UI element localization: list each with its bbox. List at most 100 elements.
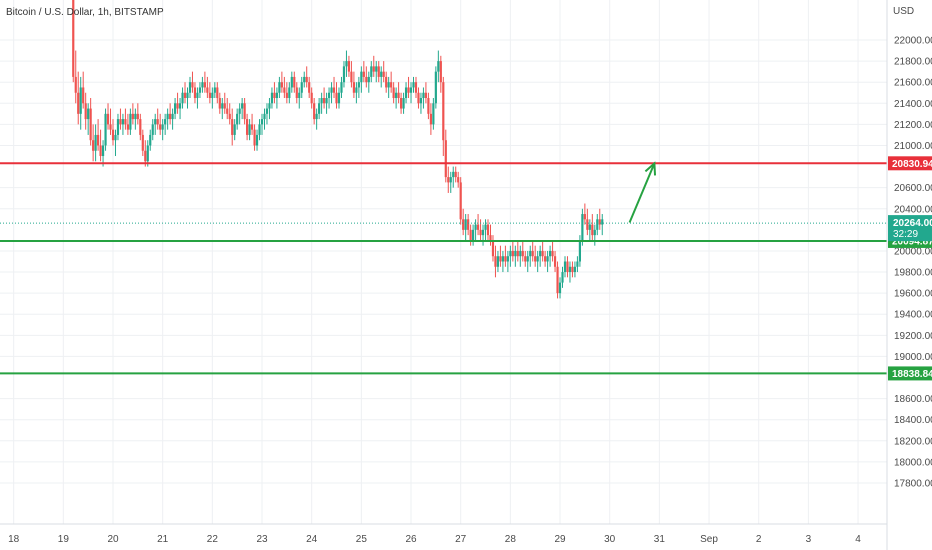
candle-body: [355, 87, 358, 93]
candle: [457, 171, 460, 188]
candle: [342, 61, 346, 88]
y-tick-label: 18600.00: [894, 394, 932, 405]
candle-body: [489, 235, 492, 241]
currency-label: USD: [893, 6, 914, 17]
candle: [509, 245, 512, 267]
arrow-head: [644, 161, 657, 176]
candle-body: [74, 76, 77, 93]
candle-body: [144, 150, 147, 162]
candle: [171, 108, 174, 130]
candle: [283, 76, 286, 99]
candle-body: [193, 87, 197, 99]
x-tick-label: 4: [855, 534, 861, 545]
candle-body: [327, 92, 331, 99]
candle-body: [506, 256, 509, 262]
candle: [77, 71, 80, 125]
candle: [422, 87, 425, 109]
candle-body: [241, 103, 244, 109]
projection-arrow: [628, 161, 657, 223]
candle: [432, 98, 435, 130]
candle-body: [255, 134, 259, 146]
candle-body: [352, 82, 355, 93]
candle-body: [548, 250, 552, 257]
x-tick-label: 29: [554, 534, 566, 545]
candle-body: [422, 92, 425, 99]
candle-body: [176, 103, 179, 109]
candle-body: [365, 76, 368, 83]
candle: [452, 166, 455, 188]
candle-body: [521, 250, 524, 257]
candle: [469, 224, 472, 246]
candle-body: [178, 103, 182, 109]
y-tick-label: 18200.00: [894, 436, 932, 447]
candle-body: [571, 266, 574, 273]
candle: [397, 82, 400, 104]
candle: [221, 98, 224, 120]
candle: [313, 98, 316, 125]
candle-body: [598, 219, 601, 225]
candle-body: [320, 98, 323, 104]
candle: [144, 140, 147, 167]
candle: [467, 214, 470, 236]
candle-body: [116, 119, 120, 135]
candle-body: [250, 124, 254, 130]
candle-body: [275, 92, 279, 99]
candle-body: [551, 250, 554, 257]
candle-body: [246, 119, 249, 135]
candle: [414, 76, 418, 99]
candle-body: [387, 82, 390, 88]
candle-body: [531, 250, 534, 257]
candle: [526, 250, 529, 273]
candle-body: [357, 82, 360, 88]
candle-body: [362, 71, 365, 77]
candle: [539, 245, 542, 267]
candle-body: [114, 134, 117, 141]
candle: [362, 61, 365, 83]
price-axis[interactable]: 17800.00 18000.00 18200.00 18400.00 18600.00…: [894, 36, 932, 490]
candle: [427, 92, 430, 120]
candle-body: [481, 229, 485, 236]
candle-body: [164, 119, 167, 125]
candle: [399, 92, 403, 114]
candle: [454, 166, 457, 183]
x-tick-label: 25: [356, 534, 368, 545]
candle: [395, 87, 398, 109]
candle-body: [402, 98, 405, 109]
candle: [392, 82, 395, 104]
candle-body: [231, 119, 234, 135]
candle-body: [154, 119, 157, 125]
candle-body: [576, 261, 579, 267]
candle: [571, 261, 574, 278]
candle-body: [196, 92, 199, 99]
candle: [82, 71, 85, 109]
tag-bg: [888, 215, 932, 242]
candle-body: [573, 266, 577, 273]
candle: [380, 66, 383, 88]
candle: [541, 240, 544, 262]
candle-body: [139, 119, 142, 135]
candle: [404, 82, 408, 104]
x-tick-label: 3: [806, 534, 812, 545]
candle-body: [449, 177, 452, 183]
candle: [434, 66, 437, 109]
candle: [407, 76, 410, 99]
candle: [166, 108, 169, 130]
candle: [444, 129, 447, 183]
candle-body: [558, 282, 562, 294]
candle-body: [318, 103, 321, 114]
candle: [350, 61, 353, 88]
time-axis[interactable]: 18 19 20 21 22 23 24 25 26 27 28 29 30 31 Sep 2 3 4: [8, 534, 861, 545]
candle-body: [588, 224, 591, 230]
candle: [382, 61, 385, 83]
candle: [149, 129, 152, 151]
candle-body: [501, 256, 505, 262]
candle-body: [395, 92, 398, 99]
current-price-label: 20264.00: [893, 218, 932, 229]
candle: [298, 87, 301, 109]
candle: [226, 98, 229, 120]
candle: [290, 71, 293, 93]
candle: [188, 76, 192, 99]
x-tick-label: 22: [207, 534, 219, 545]
candle: [87, 103, 90, 135]
